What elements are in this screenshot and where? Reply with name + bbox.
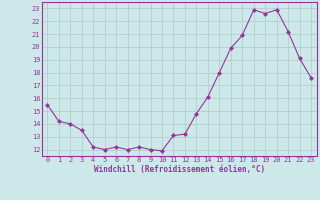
- X-axis label: Windchill (Refroidissement éolien,°C): Windchill (Refroidissement éolien,°C): [94, 165, 265, 174]
